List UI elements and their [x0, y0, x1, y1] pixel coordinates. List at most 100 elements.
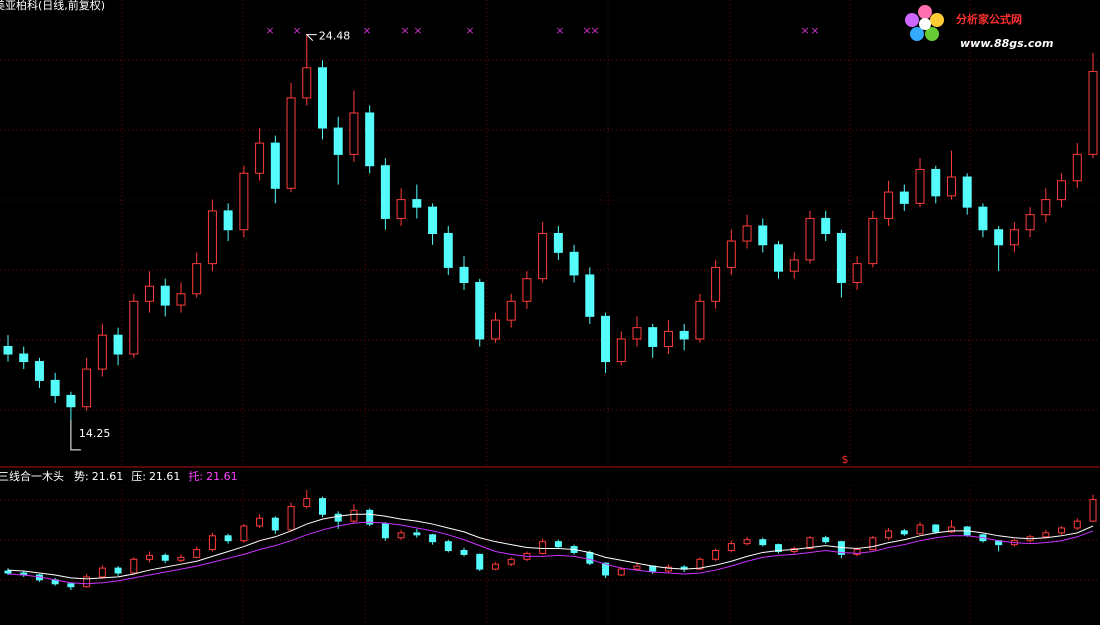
mini-candle-body [1042, 532, 1050, 538]
candle-body [286, 97, 296, 189]
mini-candle-body [1058, 527, 1066, 534]
indicator-line [7, 513, 1094, 580]
mini-candle-body [444, 541, 452, 551]
indicator-header: 三线合一木头 势: 21.61 压: 21.61 托: 21.61 [0, 469, 238, 483]
mini-candle-body [476, 553, 484, 570]
mini-candle-body [822, 537, 830, 543]
mini-candle-body [775, 544, 783, 552]
candle-body [648, 327, 658, 347]
candle-body [3, 345, 13, 355]
mini-candle-body [83, 576, 91, 588]
logo-url: www.88gs.com [960, 37, 1053, 50]
candle-body [506, 300, 516, 321]
signal-cross: × [582, 24, 591, 37]
candle-body [349, 112, 359, 155]
mini-candle-body [617, 568, 625, 576]
mini-candle-body [602, 562, 610, 576]
mini-candle-body [334, 513, 342, 522]
mini-candle-body [900, 530, 908, 535]
signal-cross: × [810, 24, 819, 37]
mini-candle-body [413, 532, 421, 536]
mini-candle-body [916, 524, 924, 535]
mini-candle-body [429, 534, 437, 543]
mini-candle-body [932, 524, 940, 533]
mini-candle-body [193, 549, 201, 558]
mini-candle-body [633, 565, 641, 570]
mini-candle-body [1089, 499, 1097, 522]
mini-candle-body [271, 517, 279, 531]
logo: 分析家公式网 www.88gs.com [905, 5, 1053, 50]
indicator-value: 21.61 [92, 470, 124, 483]
mini-candle-body [208, 535, 216, 551]
mini-candle-body [114, 567, 122, 574]
candle-body [192, 263, 202, 295]
candle-body [412, 199, 422, 208]
candle-body [1009, 229, 1019, 246]
mini-candle-body [664, 566, 672, 572]
mini-candle-body [287, 505, 295, 531]
candle-body [129, 300, 139, 355]
candle-body [711, 266, 721, 302]
mini-candle-body [712, 549, 720, 560]
candle-body [774, 244, 784, 272]
mini-candle-body [586, 551, 594, 564]
mini-candle-body [727, 543, 735, 551]
mini-candle-body [696, 558, 704, 570]
low-pointer [70, 419, 81, 451]
mini-candle-body [539, 541, 547, 554]
signal-marker: $ [842, 453, 849, 466]
candle-body [82, 368, 92, 408]
candle-body [569, 251, 579, 276]
indicator-label: 势: [74, 470, 89, 483]
candle-body [884, 191, 894, 219]
indicator-label: 压: [131, 470, 146, 483]
mini-candle-body [224, 535, 232, 542]
candle-body [255, 142, 265, 174]
candle-body [428, 206, 438, 235]
mini-candle-body [318, 498, 326, 515]
candle-body [805, 217, 815, 261]
candle-body [585, 274, 595, 317]
candle-body [868, 217, 878, 265]
logo-name: 分析家公式网 [956, 12, 1022, 26]
mini-candle-body [177, 556, 185, 561]
candle-body [270, 142, 280, 189]
mini-candle-body [743, 539, 751, 545]
mini-candle-body [507, 558, 515, 565]
candle-body [380, 165, 390, 219]
mini-candle-body [460, 549, 468, 555]
mini-candle-body [759, 539, 767, 546]
mini-candle-body [947, 526, 955, 533]
candle-body [695, 300, 705, 340]
mini-candle-body [4, 570, 12, 574]
mini-candle-body [853, 549, 861, 555]
mini-candle-body [240, 525, 248, 542]
candle-body [742, 225, 752, 242]
candle-body [239, 172, 249, 231]
signal-cross: × [265, 24, 274, 37]
mini-candle-body [366, 509, 374, 525]
candle-body [915, 168, 925, 204]
mini-candle-body [885, 530, 893, 539]
candle-body [50, 379, 60, 396]
logo-icon [905, 5, 944, 41]
candle-body [632, 327, 642, 340]
high-label: 24.48 [319, 30, 351, 43]
signal-cross: × [400, 24, 409, 37]
candle-body [333, 127, 343, 155]
signal-cross: × [292, 24, 301, 37]
candle-body [789, 259, 799, 272]
candle-body [365, 112, 375, 167]
candle-body [601, 315, 611, 363]
candle-body [317, 67, 327, 129]
signal-cross: × [362, 24, 371, 37]
candle-body [490, 319, 500, 340]
candle-body [836, 233, 846, 283]
signal-cross: × [590, 24, 599, 37]
candle-body [113, 334, 123, 355]
candle-body [758, 225, 768, 246]
candle-body [160, 285, 170, 306]
mini-candle-body [554, 541, 562, 548]
candle-body [931, 168, 941, 197]
indicator-value: 21.61 [149, 470, 181, 483]
